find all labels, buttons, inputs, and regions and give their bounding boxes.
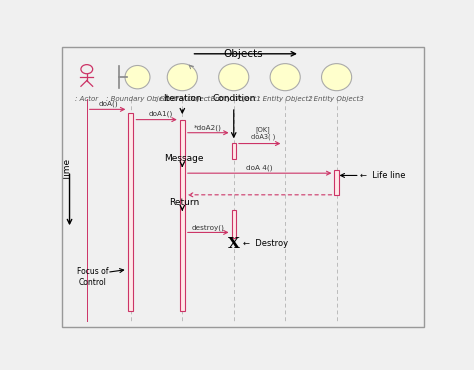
Bar [231, 210, 236, 238]
Text: ←  Destroy: ← Destroy [243, 239, 288, 248]
Bar [180, 120, 185, 311]
Text: Condition: Condition [212, 94, 255, 103]
Ellipse shape [270, 64, 300, 91]
Text: Message: Message [164, 154, 204, 163]
Text: ←  Life line: ← Life line [360, 171, 406, 180]
Ellipse shape [125, 65, 150, 89]
Text: doA 4(): doA 4() [246, 165, 273, 171]
Text: : Entity Object1: : Entity Object1 [206, 96, 261, 102]
Text: Focus of
Control: Focus of Control [77, 266, 108, 287]
Text: Return: Return [169, 198, 199, 207]
Text: Time: Time [63, 159, 72, 181]
Text: destroy(): destroy() [191, 224, 225, 231]
Bar [334, 170, 339, 195]
Text: : Control Object: : Control Object [155, 96, 210, 102]
Text: : Entity Object2: : Entity Object2 [258, 96, 312, 102]
Bar [231, 143, 236, 159]
Text: X: X [228, 237, 240, 251]
Text: : Actor: : Actor [75, 96, 99, 102]
Text: : Entity Object3: : Entity Object3 [309, 96, 364, 102]
Ellipse shape [167, 64, 197, 91]
Text: doA1(): doA1() [148, 111, 173, 117]
Text: *doA2(): *doA2() [194, 124, 222, 131]
Text: : Boundary Object: : Boundary Object [106, 96, 169, 102]
Text: Objects: Objects [223, 49, 263, 59]
Bar [128, 113, 134, 311]
Text: doA(): doA() [99, 101, 118, 107]
Ellipse shape [219, 64, 249, 91]
Text: [OK]
doA3( ): [OK] doA3( ) [251, 126, 275, 140]
Ellipse shape [321, 64, 352, 91]
Text: Iteration: Iteration [163, 94, 201, 103]
